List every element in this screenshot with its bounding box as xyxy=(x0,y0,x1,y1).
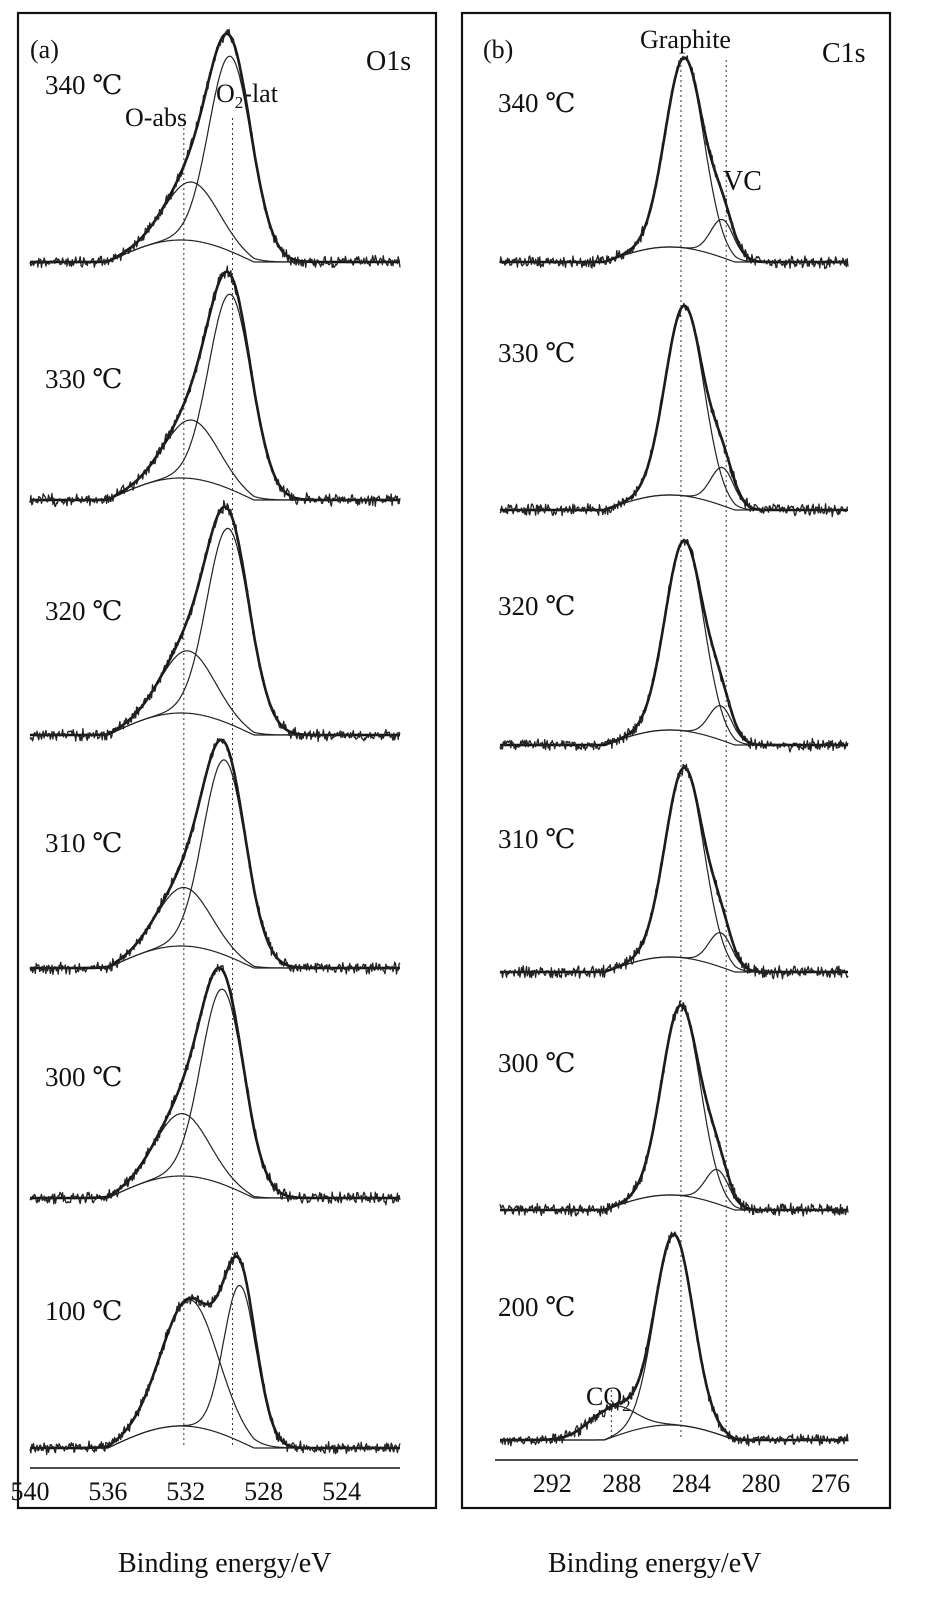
fit-envelope xyxy=(30,32,400,264)
temperature-label: 200 ℃ xyxy=(498,1292,575,1322)
spectrum-330C xyxy=(29,265,401,508)
x-tick-label: 292 xyxy=(533,1469,572,1498)
spectrum-330C xyxy=(499,302,849,518)
spectrum-340C xyxy=(499,55,849,270)
x-tick-label: 536 xyxy=(88,1477,127,1506)
fit-envelope xyxy=(30,1255,400,1450)
o-abs-annotation: O-abs xyxy=(125,103,187,132)
raw-spectrum xyxy=(499,302,849,518)
baseline xyxy=(500,494,848,511)
component-vc xyxy=(500,931,848,973)
raw-spectrum xyxy=(29,963,401,1206)
baseline xyxy=(30,712,400,736)
component-o-abs xyxy=(30,886,400,969)
spectrum-300C xyxy=(29,963,401,1206)
component-vc xyxy=(500,218,848,263)
x-tick-label: 284 xyxy=(672,1469,711,1498)
panel-b-temperature-labels: 340 ℃ 330 ℃ 320 ℃ 310 ℃ 300 ℃ 200 ℃ xyxy=(498,88,575,1322)
raw-spectrum xyxy=(499,538,849,753)
raw-spectrum xyxy=(29,1251,401,1456)
x-tick-label: 540 xyxy=(11,1477,50,1506)
temperature-label: 320 ℃ xyxy=(45,596,122,626)
baseline xyxy=(30,1425,400,1449)
spectrum-310C xyxy=(499,763,849,980)
panel-b-xlabel: Binding energy/eV xyxy=(548,1548,761,1579)
component-o2-lat xyxy=(30,759,400,969)
raw-spectrum xyxy=(499,55,849,270)
panel-o1s: (a) O1s O-abs O2-lat 540 536 532 528 524 340… xyxy=(11,11,438,1510)
panel-b-label: (b) xyxy=(483,35,513,64)
raw-spectrum xyxy=(29,265,401,508)
o2-lat-annotation: O2-lat xyxy=(216,79,279,112)
component-o-abs xyxy=(30,181,400,263)
fit-envelope xyxy=(500,539,848,747)
spectrum-320C xyxy=(29,499,401,743)
raw-spectrum xyxy=(29,499,401,743)
fit-envelope xyxy=(500,304,848,512)
raw-spectrum xyxy=(499,1231,849,1447)
panel-a-temperature-labels: 340 ℃ 330 ℃ 320 ℃ 310 ℃ 300 ℃ 100 ℃ xyxy=(45,70,122,1326)
component-graphite xyxy=(500,1004,848,1211)
temperature-label: 300 ℃ xyxy=(45,1062,122,1092)
component-o2-lat xyxy=(30,988,400,1199)
component-o-abs xyxy=(30,419,400,501)
component-o2-lat xyxy=(30,293,400,501)
panel-a-spectra xyxy=(29,28,401,1456)
temperature-label: 340 ℃ xyxy=(498,88,575,118)
component-co2 xyxy=(500,1405,848,1441)
panel-c1s: (b) C1s Graphite VC CO2 292 288 284 280 276 … xyxy=(460,11,892,1510)
component-o2-lat xyxy=(30,527,400,736)
fit-envelope xyxy=(500,1233,848,1442)
vc-annotation: VC xyxy=(723,166,762,197)
temperature-label: 330 ℃ xyxy=(498,338,575,368)
component-graphite xyxy=(500,1234,848,1441)
spectrum-100C xyxy=(29,1251,401,1456)
raw-spectrum xyxy=(29,738,401,976)
panel-a-tick-labels: 540 536 532 528 524 xyxy=(11,1477,362,1506)
temperature-label: 300 ℃ xyxy=(498,1048,575,1078)
x-tick-label: 524 xyxy=(322,1477,361,1506)
x-tick-label: 280 xyxy=(742,1469,781,1498)
raw-spectrum xyxy=(499,1000,849,1217)
graphite-annotation: Graphite xyxy=(640,25,731,54)
x-tick-label: 532 xyxy=(166,1477,205,1506)
x-tick-label: 288 xyxy=(602,1469,641,1498)
component-vc xyxy=(500,1168,848,1211)
panel-a-label: (a) xyxy=(30,35,59,64)
component-vc xyxy=(500,466,848,511)
panel-b-title: C1s xyxy=(822,38,866,69)
baseline xyxy=(30,945,400,969)
panel-b-frame xyxy=(460,11,892,1510)
panel-a-frame xyxy=(16,11,438,1510)
temperature-label: 310 ℃ xyxy=(498,824,575,854)
x-tick-label: 528 xyxy=(244,1477,283,1506)
spectrum-200C xyxy=(499,1231,849,1447)
panel-a-xlabel: Binding energy/eV xyxy=(118,1548,331,1579)
panel-b-spectra xyxy=(499,55,849,1447)
temperature-label: 340 ℃ xyxy=(45,70,122,100)
panel-b-guides xyxy=(610,60,727,1440)
spectrum-310C xyxy=(29,738,401,976)
panel-a-guides xyxy=(183,118,234,1448)
raw-spectrum xyxy=(499,763,849,980)
raw-spectrum xyxy=(29,28,401,269)
x-tick-label: 276 xyxy=(811,1469,850,1498)
component-o-abs xyxy=(30,1113,400,1199)
spectrum-300C xyxy=(499,1000,849,1217)
panel-b-tick-labels: 292 288 284 280 276 xyxy=(533,1469,850,1498)
temperature-label: 100 ℃ xyxy=(45,1296,122,1326)
temperature-label: 310 ℃ xyxy=(45,828,122,858)
component-o-abs xyxy=(30,650,400,736)
temperature-label: 330 ℃ xyxy=(45,364,122,394)
component-vc xyxy=(500,704,848,746)
temperature-label: 320 ℃ xyxy=(498,591,575,621)
spectrum-320C xyxy=(499,538,849,753)
panel-a-title: O1s xyxy=(366,46,411,77)
spectrum-340C xyxy=(29,28,401,269)
fit-envelope xyxy=(500,1004,848,1212)
